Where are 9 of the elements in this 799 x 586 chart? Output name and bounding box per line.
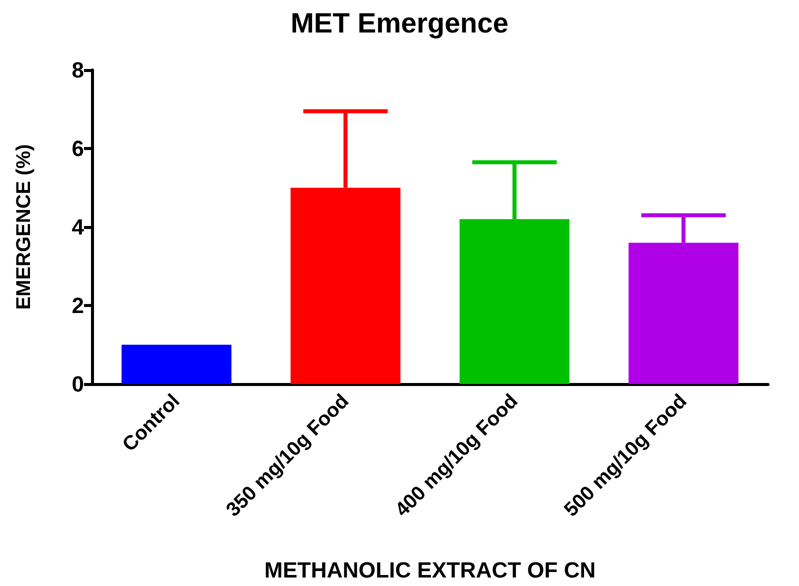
y-tick-label: 2 <box>72 293 84 318</box>
y-tick-label: 0 <box>72 372 84 396</box>
y-axis-title: EMERGENCE (%) <box>13 144 35 310</box>
y-tick-label: 4 <box>72 214 85 240</box>
bar <box>122 344 232 384</box>
y-tick-label: 6 <box>72 136 84 161</box>
y-tick-label: 8 <box>72 58 84 82</box>
chart-title: MET Emergence <box>290 8 508 38</box>
x-axis-title: METHANOLIC EXTRACT OF CN <box>264 558 596 582</box>
